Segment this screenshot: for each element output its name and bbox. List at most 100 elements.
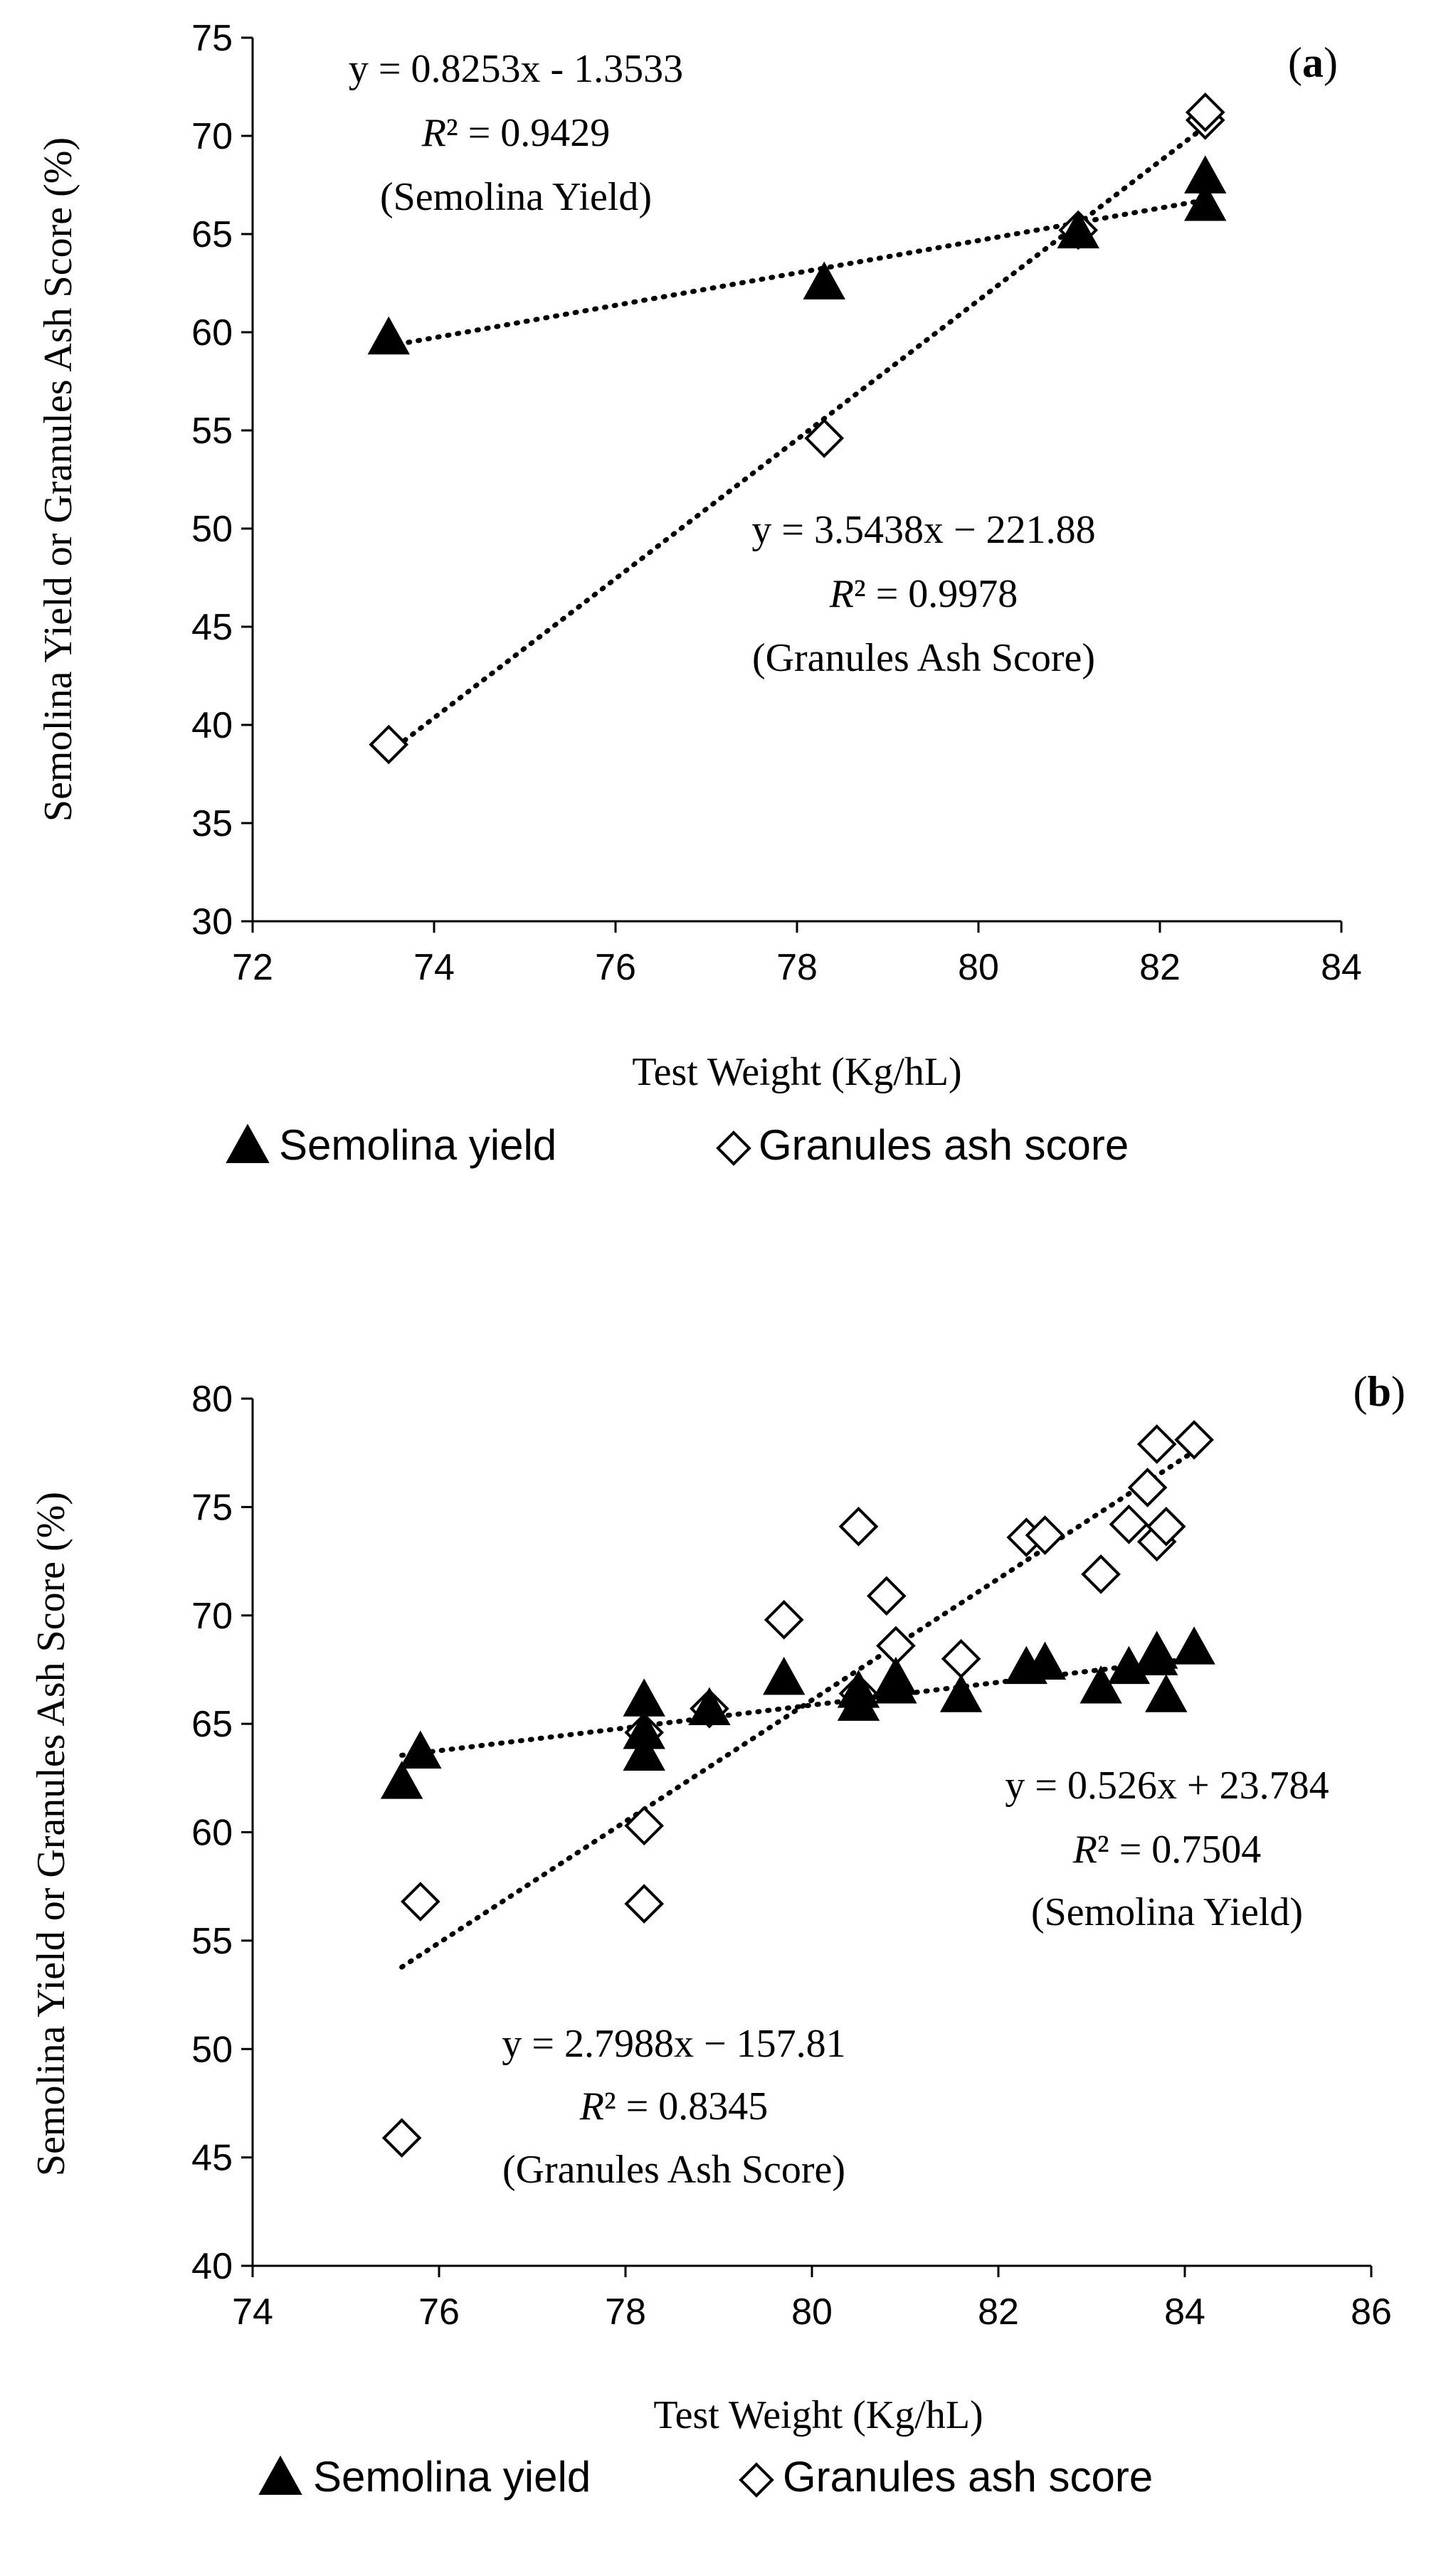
y-tick-label: 80 bbox=[191, 1379, 233, 1420]
x-tick-label: 80 bbox=[958, 947, 999, 988]
regression-caption: (Semolina Yield) bbox=[1031, 1890, 1303, 1934]
data-point-diamond bbox=[1109, 1504, 1149, 1544]
data-point-triangle bbox=[803, 261, 845, 300]
data-point-diamond bbox=[381, 2118, 422, 2158]
y-tick-label: 50 bbox=[191, 2029, 233, 2070]
regression-annotation-semolina-yield: y = 0.8253x - 1.3533 R² = 0.9429 (Semolina… bbox=[349, 47, 683, 219]
data-point-diamond bbox=[624, 1806, 665, 1846]
y-tick-label: 50 bbox=[191, 509, 233, 550]
r-squared-label: R² = 0.7504 bbox=[1072, 1828, 1262, 1872]
y-tick-label: 60 bbox=[191, 1813, 233, 1854]
y-axis-label: Semolina Yield or Granules Ash Score (%) bbox=[29, 1492, 73, 2176]
r-squared-label: R² = 0.9978 bbox=[829, 572, 1018, 616]
data-point-triangle bbox=[1173, 1626, 1215, 1665]
legend-marker-diamond bbox=[716, 1130, 751, 1166]
y-tick-label: 55 bbox=[191, 1921, 233, 1962]
data-point-diamond bbox=[941, 1638, 981, 1679]
y-tick-label: 45 bbox=[191, 607, 233, 648]
x-axis-label: Test Weight (Kg/hL) bbox=[632, 1050, 961, 1094]
y-tick-label: 35 bbox=[191, 803, 233, 844]
regression-caption: (Granules Ash Score) bbox=[752, 636, 1095, 680]
regression-caption: (Semolina Yield) bbox=[380, 175, 652, 219]
x-tick-label: 72 bbox=[232, 947, 273, 988]
series-semolina-yield bbox=[380, 1626, 1215, 1799]
data-point-diamond bbox=[1185, 92, 1225, 132]
legend-marker-triangle bbox=[258, 2455, 302, 2495]
y-tick-label: 75 bbox=[191, 18, 233, 59]
data-point-diamond bbox=[1081, 1554, 1121, 1594]
panel-label: (a) bbox=[1288, 39, 1338, 86]
y-tick-label: 75 bbox=[191, 1487, 233, 1528]
data-point-triangle bbox=[1023, 1641, 1067, 1680]
x-tick-label: 86 bbox=[1351, 2291, 1392, 2333]
trendline-semolina-yield bbox=[399, 1655, 1197, 1758]
legend-label: Semolina yield bbox=[313, 2453, 591, 2501]
legend-label: Granules ash score bbox=[759, 1121, 1129, 1169]
x-tick-label: 80 bbox=[791, 2291, 833, 2333]
y-tick-label: 40 bbox=[191, 2246, 233, 2287]
data-point-triangle bbox=[1145, 1674, 1188, 1712]
panel-label: (b) bbox=[1353, 1368, 1405, 1415]
data-point-triangle bbox=[875, 1656, 917, 1695]
data-point-diamond bbox=[369, 724, 409, 765]
data-point-diamond bbox=[804, 418, 845, 458]
regression-equation: y = 0.8253x - 1.3533 bbox=[349, 47, 683, 91]
data-point-triangle bbox=[1136, 1631, 1178, 1669]
x-tick-label: 84 bbox=[1164, 2291, 1205, 2333]
data-point-diamond bbox=[1136, 1424, 1177, 1464]
regression-annotation-granules-ash-score: y = 2.7988x − 157.81 R² = 0.8345 (Granules… bbox=[502, 2022, 845, 2192]
y-axis-label: Semolina Yield or Granules Ash Score (%) bbox=[36, 137, 80, 822]
y-tick-label: 40 bbox=[191, 705, 233, 746]
data-point-triangle bbox=[1184, 183, 1227, 221]
legend: Semolina yield Granules ash score bbox=[258, 2453, 1153, 2501]
x-tick-label: 82 bbox=[978, 2291, 1019, 2333]
series-semolina-yield bbox=[367, 155, 1227, 355]
regression-equation: y = 0.526x + 23.784 bbox=[1005, 1764, 1329, 1808]
data-point-triangle bbox=[939, 1674, 983, 1712]
data-point-triangle bbox=[623, 1732, 665, 1771]
data-point-diamond bbox=[1174, 1420, 1214, 1460]
data-point-triangle bbox=[688, 1687, 731, 1725]
x-tick-label: 74 bbox=[413, 947, 455, 988]
x-tick-label: 78 bbox=[776, 947, 818, 988]
data-point-diamond bbox=[764, 1600, 804, 1640]
legend-marker-triangle bbox=[226, 1123, 270, 1163]
legend: Semolina yield Granules ash score bbox=[226, 1121, 1129, 1169]
data-point-triangle bbox=[623, 1711, 665, 1749]
data-point-diamond bbox=[1127, 1468, 1168, 1507]
y-tick-label: 70 bbox=[191, 1596, 233, 1637]
data-point-diamond bbox=[624, 1884, 665, 1924]
data-point-triangle bbox=[1184, 155, 1227, 194]
r-squared-label: R² = 0.9429 bbox=[421, 111, 611, 155]
regression-annotation-granules-ash-score: y = 3.5438x − 221.88 R² = 0.9978 (Granules… bbox=[751, 508, 1095, 680]
y-tick-label: 30 bbox=[191, 901, 233, 943]
y-tick-label: 60 bbox=[191, 312, 233, 354]
regression-equation: y = 3.5438x − 221.88 bbox=[751, 508, 1095, 552]
regression-equation: y = 2.7988x − 157.81 bbox=[502, 2022, 845, 2066]
y-tick-label: 65 bbox=[191, 1704, 233, 1745]
r-squared-label: R² = 0.8345 bbox=[579, 2084, 769, 2129]
data-point-triangle bbox=[380, 1761, 423, 1799]
data-point-diamond bbox=[866, 1576, 907, 1616]
data-point-triangle bbox=[763, 1656, 806, 1695]
x-tick-label: 74 bbox=[232, 2291, 273, 2333]
x-tick-label: 78 bbox=[605, 2291, 646, 2333]
legend-label: Semolina yield bbox=[279, 1121, 556, 1169]
x-tick-label: 84 bbox=[1321, 947, 1362, 988]
legend-label: Granules ash score bbox=[783, 2453, 1153, 2501]
regression-annotation-semolina-yield: y = 0.526x + 23.784 R² = 0.7504 (Semolina … bbox=[1005, 1764, 1329, 1934]
y-tick-label: 70 bbox=[191, 116, 233, 157]
x-tick-label: 76 bbox=[418, 2291, 460, 2333]
x-tick-label: 82 bbox=[1139, 947, 1181, 988]
legend-marker-diamond bbox=[739, 2462, 774, 2498]
y-tick-label: 65 bbox=[191, 214, 233, 255]
series-granules-ash-score bbox=[369, 92, 1225, 765]
data-point-triangle bbox=[837, 1670, 880, 1708]
data-point-triangle bbox=[367, 316, 410, 355]
data-point-triangle bbox=[1079, 1665, 1122, 1704]
data-point-diamond bbox=[400, 1882, 440, 1922]
data-point-triangle bbox=[1057, 210, 1099, 249]
chart-panel-b: 40 45 50 55 60 65 70 75 80 74 76 78 80 82 84 86 Test Wei… bbox=[29, 1368, 1405, 2501]
data-point-diamond bbox=[1146, 1506, 1186, 1547]
